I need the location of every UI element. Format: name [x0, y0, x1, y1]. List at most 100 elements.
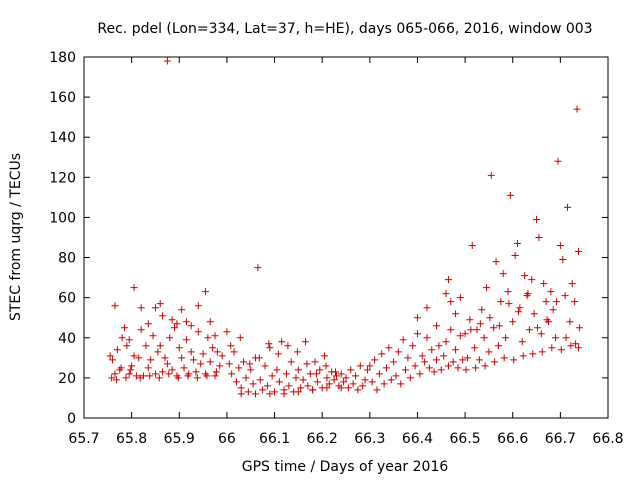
data-point-marker — [209, 344, 217, 352]
data-point-marker — [409, 342, 417, 350]
data-point-marker — [430, 368, 438, 376]
data-point-marker — [211, 372, 219, 380]
data-point-marker — [504, 288, 512, 296]
data-point-marker — [397, 380, 405, 388]
y-tick-label: 140 — [49, 130, 76, 146]
data-point-marker — [278, 338, 286, 346]
data-point-marker — [113, 346, 121, 354]
data-point-marker — [128, 362, 136, 370]
data-point-marker — [385, 344, 393, 352]
data-point-marker — [449, 358, 457, 366]
data-point-marker — [492, 258, 500, 266]
data-point-marker — [125, 336, 133, 344]
data-point-marker — [529, 350, 537, 358]
data-point-marker — [447, 326, 455, 334]
data-point-marker — [136, 374, 144, 382]
data-point-marker — [510, 356, 518, 364]
data-point-marker — [192, 368, 200, 376]
data-points — [106, 57, 583, 398]
data-point-marker — [554, 157, 562, 165]
data-point-marker — [475, 356, 483, 364]
data-point-marker — [184, 372, 192, 380]
data-point-marker — [433, 356, 441, 364]
data-point-marker — [155, 374, 163, 382]
data-point-marker — [423, 334, 431, 342]
data-point-marker — [130, 352, 138, 360]
data-point-marker — [228, 370, 236, 378]
data-point-marker — [483, 284, 491, 292]
data-point-marker — [190, 356, 198, 364]
data-point-marker — [137, 304, 145, 312]
chart-title: Rec. pdel (Lon=334, Lat=37, h=HE), days … — [97, 21, 592, 37]
data-point-marker — [521, 272, 529, 280]
data-point-marker — [406, 374, 414, 382]
data-point-marker — [387, 376, 395, 384]
data-point-marker — [440, 352, 448, 360]
data-point-marker — [547, 288, 555, 296]
data-point-marker — [347, 366, 355, 374]
data-point-marker — [549, 306, 557, 314]
y-tick-label: 20 — [58, 371, 76, 387]
data-point-marker — [235, 364, 243, 372]
data-point-marker — [528, 276, 536, 284]
data-point-marker — [261, 362, 269, 370]
data-point-marker — [363, 366, 371, 374]
data-point-marker — [566, 318, 574, 326]
data-point-marker — [159, 368, 167, 376]
data-point-marker — [404, 354, 412, 362]
data-point-marker — [236, 334, 244, 342]
data-point-marker — [159, 312, 167, 320]
data-point-marker — [273, 366, 281, 374]
data-point-marker — [444, 276, 452, 284]
data-point-marker — [485, 348, 493, 356]
data-point-marker — [513, 240, 521, 248]
data-point-marker — [293, 348, 301, 356]
x-tick-label: 66.1 — [259, 431, 290, 447]
y-tick-label: 80 — [58, 251, 76, 267]
data-point-marker — [166, 334, 174, 342]
data-point-marker — [168, 316, 176, 324]
y-tick-label: 180 — [49, 50, 76, 66]
y-tick-label: 0 — [67, 411, 76, 427]
data-point-marker — [287, 358, 295, 366]
data-point-marker — [304, 382, 312, 390]
data-point-marker — [123, 342, 131, 350]
y-axis-ticks: 0 20 40 60 80 100 120 140 160 180 — [49, 50, 608, 427]
data-point-marker — [163, 57, 171, 65]
data-point-marker — [125, 370, 133, 378]
data-point-marker — [556, 242, 564, 250]
data-point-marker — [416, 370, 424, 378]
data-point-marker — [332, 372, 340, 380]
data-point-marker — [294, 366, 302, 374]
y-tick-label: 60 — [58, 291, 76, 307]
data-point-marker — [151, 304, 159, 312]
data-point-marker — [111, 370, 119, 378]
data-point-marker — [361, 376, 369, 384]
data-point-marker — [456, 294, 464, 302]
data-point-marker — [548, 344, 556, 352]
data-point-marker — [506, 191, 514, 199]
data-point-marker — [322, 362, 330, 370]
data-point-marker — [213, 348, 221, 356]
data-point-marker — [533, 324, 541, 332]
data-point-marker — [302, 338, 310, 346]
data-point-marker — [519, 352, 527, 360]
data-point-marker — [182, 336, 190, 344]
data-point-marker — [495, 322, 503, 330]
data-point-marker — [454, 364, 462, 372]
data-point-marker — [203, 372, 211, 380]
data-point-marker — [542, 298, 550, 306]
data-point-marker — [309, 386, 317, 394]
x-tick-label: 66 — [218, 431, 236, 447]
data-point-marker — [575, 324, 583, 332]
data-point-marker — [313, 378, 321, 386]
data-point-marker — [247, 366, 255, 374]
data-point-marker — [468, 242, 476, 250]
data-point-marker — [280, 390, 288, 398]
data-point-marker — [144, 320, 152, 328]
data-point-marker — [411, 362, 419, 370]
data-point-marker — [306, 370, 314, 378]
data-point-marker — [232, 378, 240, 386]
data-point-marker — [356, 362, 364, 370]
